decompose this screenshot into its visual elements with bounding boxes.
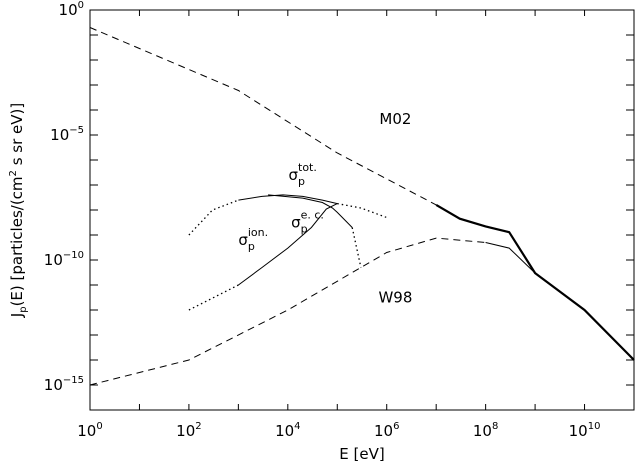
annotation-symbol: σ — [238, 231, 248, 249]
series-line-6 — [337, 202, 387, 219]
series-line-2 — [89, 237, 486, 386]
x-tick-label-base: 10 — [77, 422, 96, 440]
series-line-9 — [188, 284, 239, 311]
y-tick-label: 10−10 — [44, 250, 84, 269]
x-tick-label-exponent: 2 — [195, 421, 201, 432]
y-tick-label: 100 — [59, 0, 84, 19]
x-tick-label-exponent: 4 — [294, 421, 300, 432]
annotation-symbol: σ — [289, 166, 299, 184]
annotation-symbol: σ — [291, 213, 301, 231]
x-tick-label-base: 10 — [569, 422, 588, 440]
annotation-superscript: tot. — [298, 161, 317, 174]
y-tick-label: 10−15 — [44, 375, 84, 394]
x-tick-label: 104 — [275, 421, 300, 440]
series-line-0 — [89, 27, 437, 206]
x-tick-label: 1010 — [569, 421, 601, 440]
y-tick-label-exponent: −15 — [63, 375, 84, 386]
x-tick-label: 108 — [473, 421, 498, 440]
plot-frame — [89, 9, 635, 411]
x-tick-label-exponent: 0 — [96, 421, 102, 432]
x-tick-label: 106 — [374, 421, 399, 440]
series-line-8 — [351, 227, 362, 268]
y-axis-title-tail: s sr eV)] — [8, 103, 26, 170]
series-line-3 — [485, 242, 585, 311]
annotation-subscript: p — [301, 222, 308, 235]
y-tick-label-base: 10 — [50, 126, 69, 144]
x-tick-label-base: 10 — [473, 422, 492, 440]
x-tick-label-base: 10 — [176, 422, 195, 440]
y-tick-label-exponent: −10 — [63, 250, 84, 261]
series-line-10 — [238, 203, 338, 286]
series-group — [89, 27, 635, 386]
x-tick-label: 100 — [77, 421, 102, 440]
y-tick-label-base: 10 — [59, 1, 78, 19]
y-tick-label: 10−5 — [50, 125, 84, 144]
y-axis-title-sub: p — [18, 306, 29, 312]
annotation-1: W98 — [378, 288, 412, 306]
x-tick-label-exponent: 10 — [588, 421, 601, 432]
x-tick-label-exponent: 6 — [393, 421, 399, 432]
y-tick-label-base: 10 — [44, 376, 63, 394]
x-tick-label: 102 — [176, 421, 201, 440]
annotation-subscript: p — [298, 175, 305, 188]
series-line-7 — [268, 194, 353, 228]
annotation-2: σptot. — [289, 161, 317, 188]
y-axis-title-main: J — [8, 313, 26, 318]
y-axis-title: Jp(E) [particles/(cm2 s sr eV)] — [8, 103, 29, 318]
y-tick-label-exponent: 0 — [78, 0, 84, 11]
x-tick-label-exponent: 8 — [492, 421, 498, 432]
annotation-superscript: ion. — [248, 226, 268, 239]
series-line-1 — [435, 203, 635, 361]
annotation-4: σpe. c. — [291, 208, 324, 235]
x-axis-title: E [eV] — [339, 445, 384, 463]
series-line-4 — [188, 199, 239, 236]
annotation-0: M02 — [379, 110, 411, 128]
annotation-subscript: p — [248, 240, 255, 253]
y-axis-title-rest: (E) [particles/(cm — [8, 176, 26, 306]
x-tick-label-base: 10 — [374, 422, 393, 440]
y-tick-label-base: 10 — [44, 251, 63, 269]
annotation-3: σpion. — [238, 226, 268, 253]
y-axis-title-sup: 2 — [8, 170, 19, 176]
x-tick-label-base: 10 — [275, 422, 294, 440]
y-tick-label-exponent: −5 — [69, 125, 84, 136]
x-axis-ticks: 100 102 104 106 108 1010 — [77, 10, 635, 440]
series-line-5 — [238, 194, 338, 205]
annotation-superscript: e. c. — [301, 208, 324, 221]
